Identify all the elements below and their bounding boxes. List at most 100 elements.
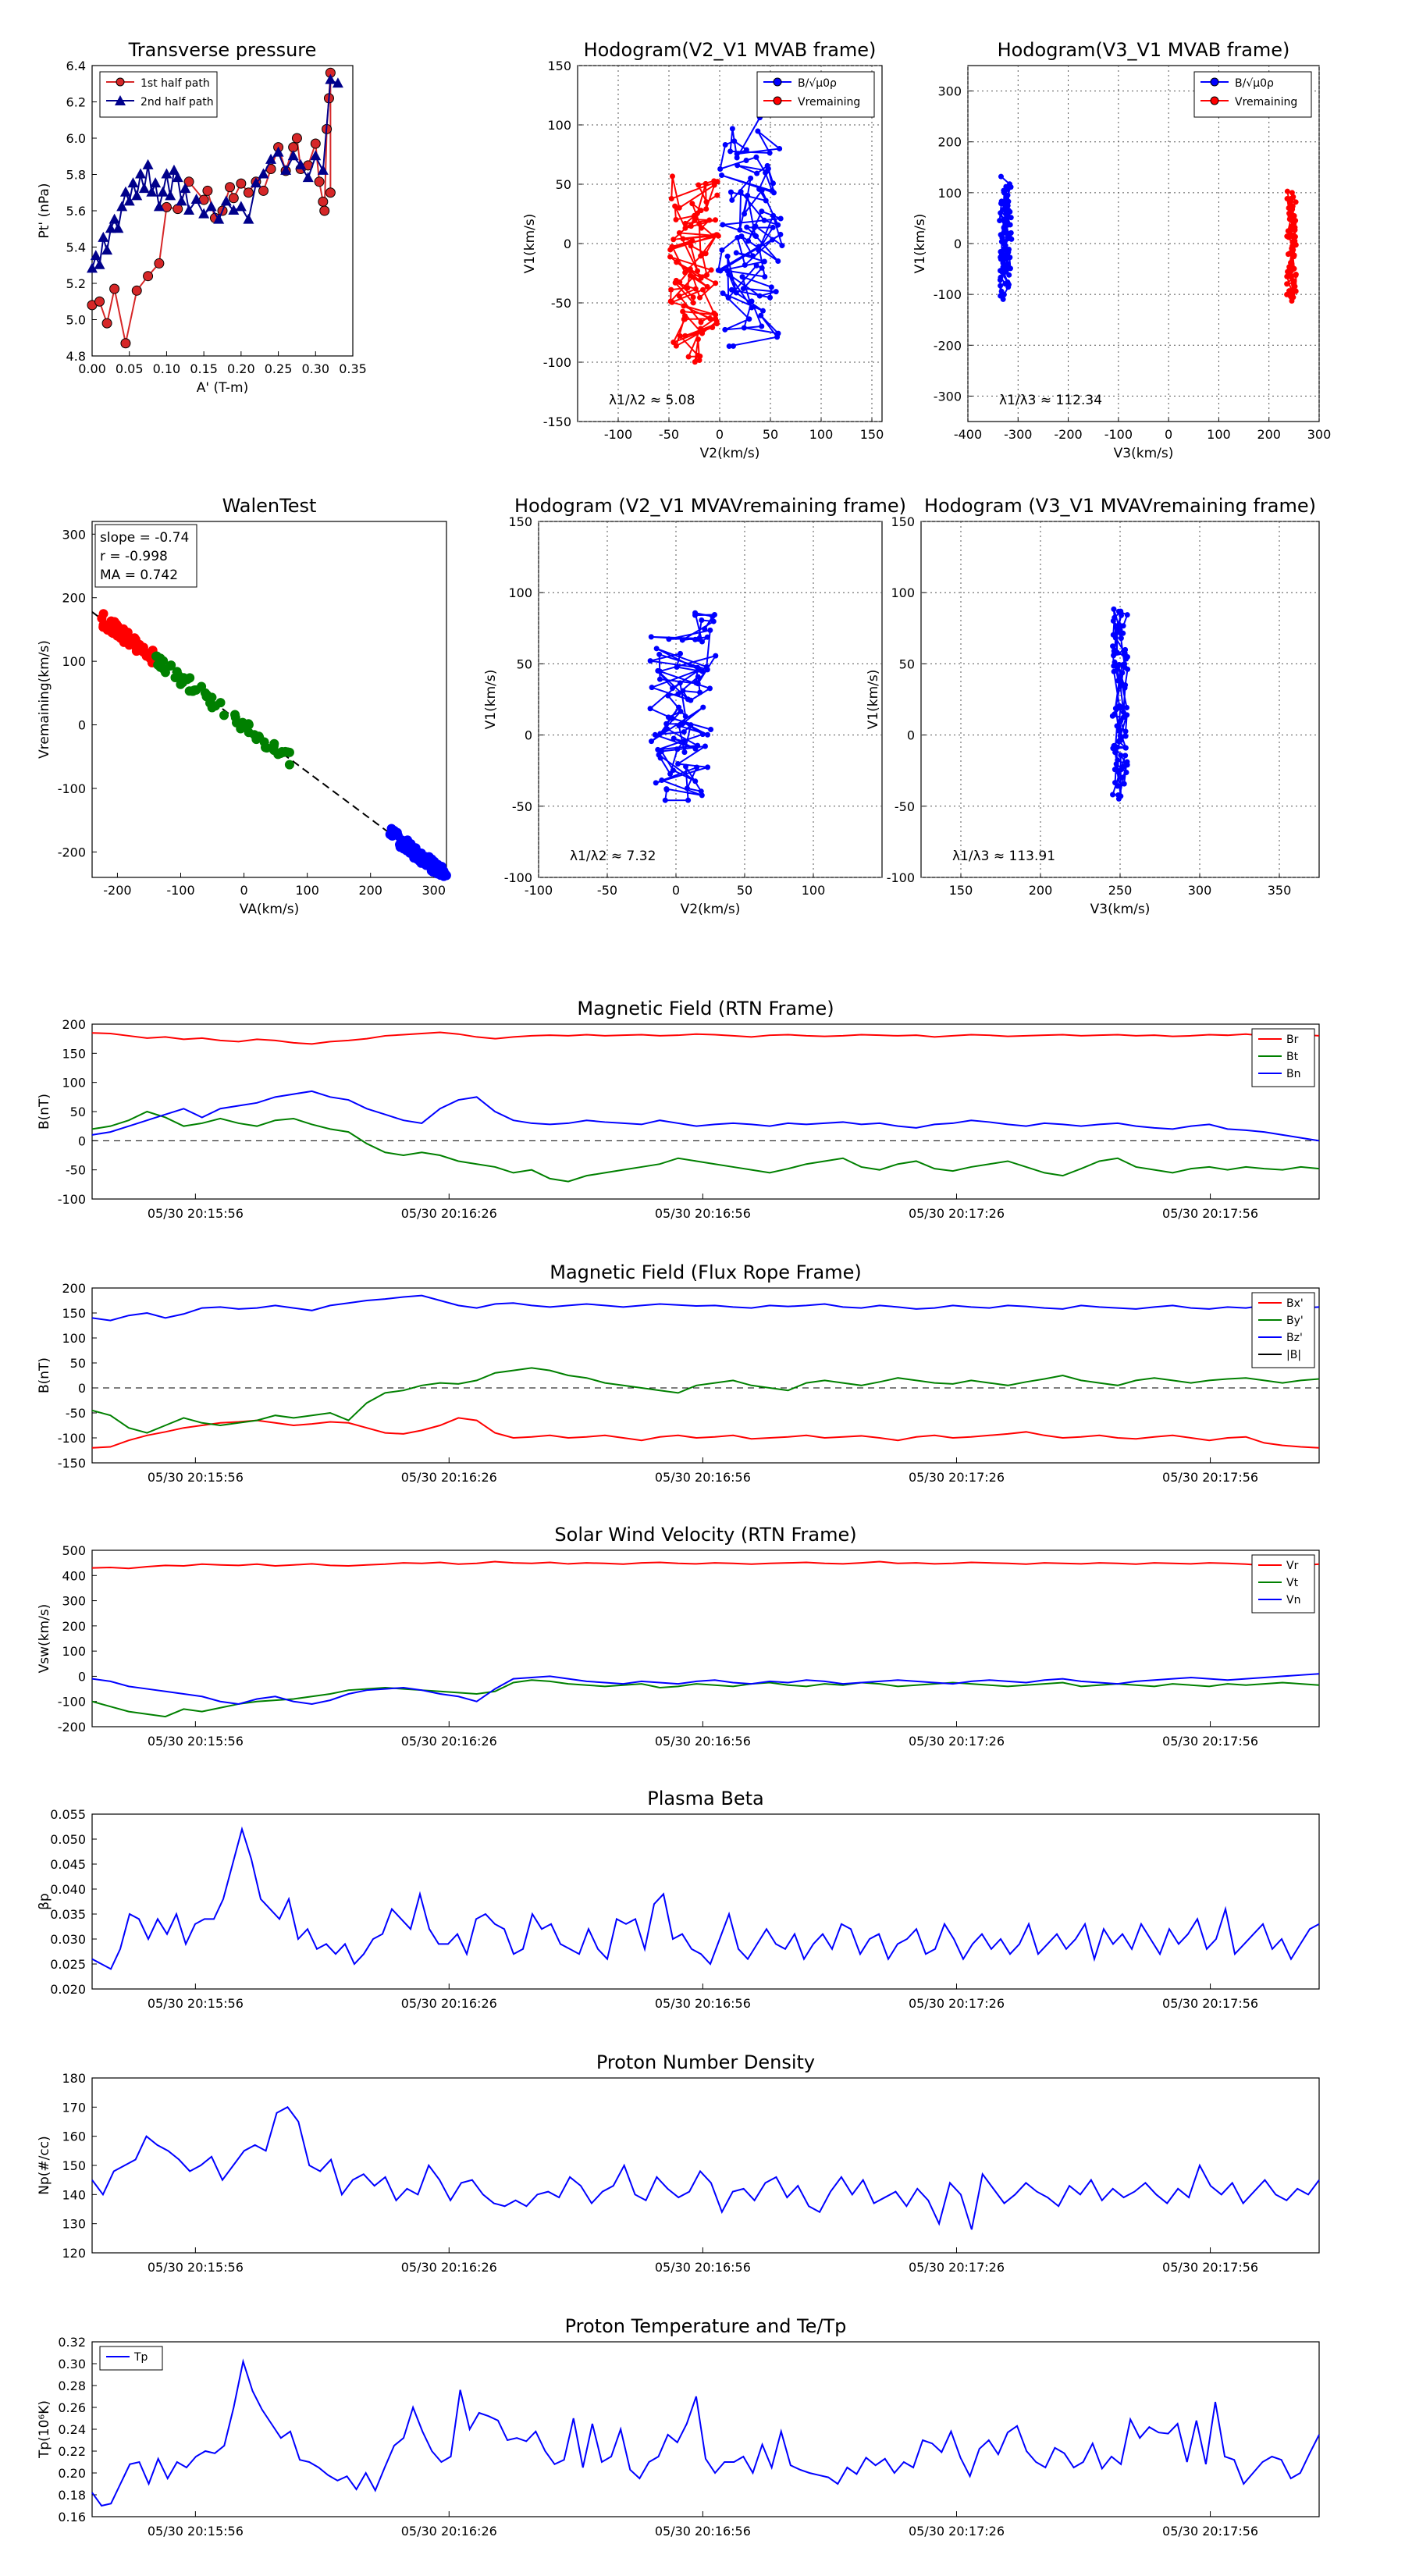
p5-point-0-25 <box>656 651 663 657</box>
p5-xtick-3: 50 <box>737 883 752 898</box>
p1-point-0-28 <box>310 138 321 149</box>
p6-xtick-2: 250 <box>1108 883 1133 898</box>
p5-point-0-7 <box>679 637 685 643</box>
p2-point-0-38 <box>777 215 784 222</box>
p2-point-0-29 <box>742 211 748 217</box>
p6-point-0-44 <box>1116 674 1122 681</box>
p4-xtick-4: 200 <box>358 883 382 898</box>
p1-point-0-15 <box>225 182 236 193</box>
t3-axes <box>91 1550 1320 1727</box>
p1-xlabel: A' (T-m) <box>197 380 249 396</box>
p3-xtick-2: -200 <box>1054 427 1082 442</box>
p2-point-0-69 <box>740 286 746 292</box>
t2-ytick-0: -150 <box>58 1456 86 1471</box>
t2-axes <box>91 1287 1320 1464</box>
p5-point-0-85 <box>662 797 668 803</box>
p4-point-2-68 <box>427 856 437 866</box>
p1-xtick-5: 0.25 <box>265 361 293 376</box>
p5-point-0-15 <box>707 627 713 633</box>
p2-legend-0: B/√μ0ρ <box>798 77 837 90</box>
p1-point-1-25 <box>180 183 191 194</box>
p2-point-1-49 <box>713 280 719 286</box>
p5-point-0-75 <box>659 749 665 755</box>
p2-point-1-7 <box>676 205 682 211</box>
t5-time-label-4: 05/30 20:17:56 <box>1162 2260 1258 2275</box>
t4-title: Plasma Beta <box>647 1788 763 1809</box>
p2-point-0-70 <box>773 289 779 295</box>
p2-point-0-35 <box>745 192 751 198</box>
p6-ylabel: V1(km/s) <box>866 670 881 730</box>
p5-ytick-0: -100 <box>504 870 532 885</box>
p5-point-0-2 <box>702 626 708 632</box>
p2-point-1-29 <box>680 236 686 242</box>
p6-point-0-63 <box>1114 723 1120 729</box>
p1-point-1-3 <box>98 231 109 242</box>
p4-point-0-67 <box>124 640 134 650</box>
p2-point-0-62 <box>762 274 768 280</box>
t2-ytick-1: -100 <box>58 1431 86 1446</box>
p6-point-0-57 <box>1117 727 1123 733</box>
p3-ytick-3: 0 <box>954 237 962 251</box>
p3-ytick-1: -200 <box>934 338 962 353</box>
p1-ytick-4: 5.6 <box>66 204 86 219</box>
p6-ytick-4: 100 <box>891 585 915 600</box>
t5-ytick-0: 120 <box>62 2246 86 2261</box>
p6-xtick-0: 150 <box>949 883 973 898</box>
p6-point-0-1 <box>1120 623 1126 629</box>
t5-ticks: 120 130 140 150 160 170 180 <box>62 2071 97 2261</box>
p2-point-0-81 <box>722 326 728 333</box>
p6-point-0-52 <box>1118 717 1124 724</box>
p3-point-0-22 <box>1002 200 1008 206</box>
p2-point-0-27 <box>729 197 735 203</box>
p2-point-0-75 <box>768 284 774 290</box>
p2-ytick-1: -100 <box>543 355 571 370</box>
p5-point-0-43 <box>677 680 683 686</box>
p3-point-0-64 <box>1006 246 1012 252</box>
p2-point-0-22 <box>735 162 741 169</box>
p2-point-1-41 <box>699 251 706 258</box>
p5-point-0-62 <box>681 749 688 756</box>
p3-point-0-36 <box>1002 217 1008 223</box>
p2-point-0-84 <box>741 325 747 331</box>
t3-legend-1: Vt <box>1286 1577 1299 1589</box>
p3-ytick-0: -300 <box>934 389 962 404</box>
p6-point-0-41 <box>1114 666 1120 672</box>
t6-time-label-1: 05/30 20:16:26 <box>401 2524 497 2539</box>
p1-point-0-6 <box>143 271 154 282</box>
t1-time-label-4: 05/30 20:17:56 <box>1162 1206 1258 1221</box>
t1-time-label-0: 05/30 20:15:56 <box>148 1206 244 1221</box>
p4-point-2-56 <box>385 829 395 839</box>
p2-point-1-15 <box>672 203 678 209</box>
p5-point-0-88 <box>699 792 705 799</box>
p4-point-2-60 <box>411 854 422 864</box>
p2-point-0-56 <box>770 237 776 243</box>
t2-series-1 <box>91 1367 1320 1434</box>
p2-point-0-28 <box>748 175 754 181</box>
p5-point-0-69 <box>674 746 681 753</box>
p6-point-0-34 <box>1119 662 1126 668</box>
p2-point-0-49 <box>775 258 781 264</box>
t6-ytick-6: 0.28 <box>58 2379 86 2393</box>
p6-point-0-60 <box>1124 712 1130 718</box>
p2-series-1 <box>667 173 721 365</box>
t2-legend-0: Bx' <box>1286 1297 1304 1310</box>
p2-point-1-53 <box>668 286 674 293</box>
p1-point-1-4 <box>101 244 113 255</box>
p1-point-1-33 <box>235 201 247 212</box>
p2-point-1-80 <box>681 316 687 322</box>
p2-point-0-53 <box>761 258 767 265</box>
t5-ytick-1: 130 <box>62 2217 86 2232</box>
p1-point-1-9 <box>119 186 131 197</box>
p1-point-0-4 <box>120 338 131 349</box>
p2-point-0-3 <box>727 148 734 155</box>
p5-point-0-37 <box>680 688 686 694</box>
p1-point-0-18 <box>243 187 254 198</box>
p3-point-0-0 <box>998 173 1004 180</box>
t2-ytick-4: 50 <box>70 1356 86 1371</box>
p2-point-1-83 <box>685 354 692 360</box>
p4-point-1-38 <box>219 710 229 720</box>
p2-title: Hodogram(V2_V1 MVAB frame) <box>584 39 877 61</box>
p6-point-0-16 <box>1116 621 1122 628</box>
p6-xtick-3: 300 <box>1188 883 1212 898</box>
p2-point-1-65 <box>700 286 706 293</box>
